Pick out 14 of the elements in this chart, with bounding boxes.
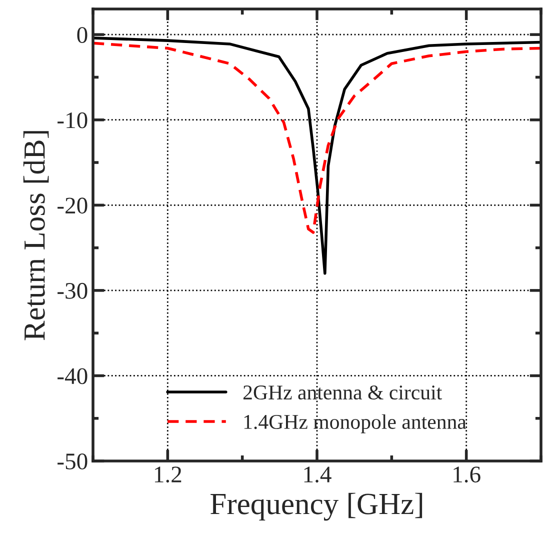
- x-tick-label: 1.4: [304, 466, 332, 483]
- x-axis-title: Frequency [GHz]: [210, 492, 422, 521]
- y-tick-label: -50: [58, 453, 88, 470]
- y-tick-label: -20: [58, 198, 88, 214]
- legend-label: 1.4GHz monopole antenna: [244, 414, 466, 434]
- y-axis-title: Return Loss [dB]: [23, 131, 49, 340]
- line-series: [93, 42, 541, 234]
- y-tick-label: -40: [58, 368, 88, 384]
- y-tick-label: -10: [58, 112, 88, 128]
- legend-label: 2GHz antenna & circuit: [243, 385, 442, 400]
- x-tick-label: 1.2: [154, 466, 182, 483]
- y-tick-label: 0: [77, 27, 88, 44]
- x-tick-label: 1.6: [454, 466, 480, 483]
- y-tick-label: -30: [58, 282, 88, 299]
